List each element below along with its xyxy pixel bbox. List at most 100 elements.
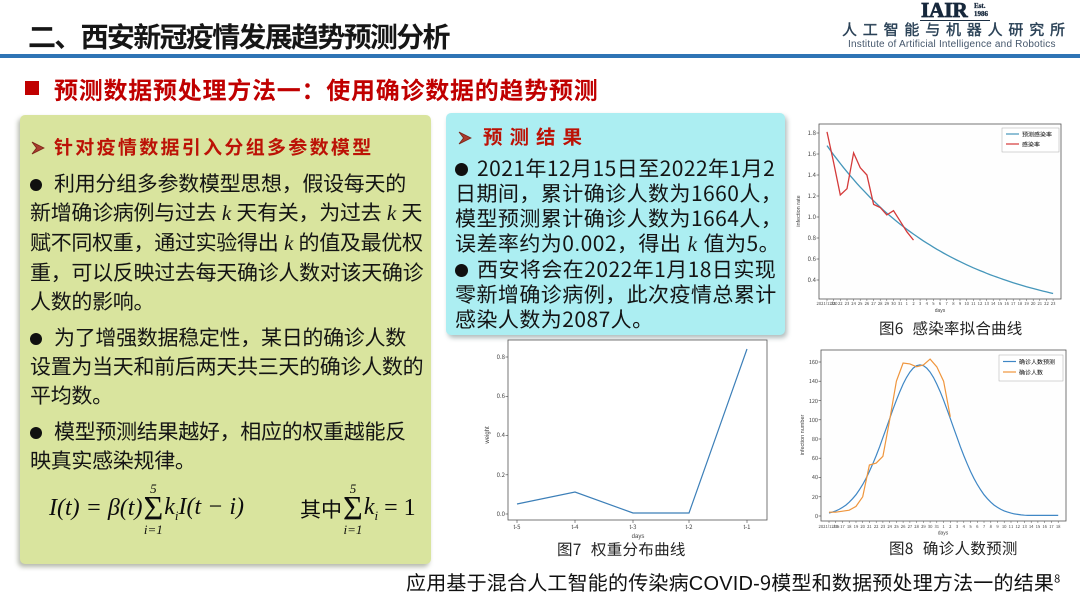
- svg-text:26: 26: [901, 524, 906, 530]
- svg-text:1: 1: [942, 524, 945, 530]
- svg-text:t-5: t-5: [514, 522, 521, 531]
- svg-text:2: 2: [912, 301, 915, 307]
- svg-text:0: 0: [815, 512, 818, 520]
- svg-text:40: 40: [812, 473, 818, 481]
- svg-text:22: 22: [874, 524, 879, 530]
- svg-text:7: 7: [983, 524, 986, 530]
- svg-text:days: days: [938, 530, 949, 537]
- svg-text:25: 25: [894, 524, 899, 530]
- svg-text:0.6: 0.6: [808, 254, 817, 263]
- svg-text:t-3: t-3: [630, 522, 637, 531]
- svg-text:9: 9: [959, 301, 962, 307]
- svg-text:1: 1: [906, 301, 909, 307]
- svg-text:0.8: 0.8: [497, 352, 506, 361]
- svg-text:2: 2: [949, 524, 952, 530]
- svg-text:14: 14: [991, 301, 996, 307]
- svg-text:21: 21: [867, 524, 872, 530]
- svg-text:24: 24: [887, 524, 892, 530]
- svg-text:20: 20: [860, 524, 865, 530]
- svg-text:9: 9: [996, 524, 999, 530]
- svg-text:12: 12: [1015, 524, 1020, 530]
- svg-text:29: 29: [884, 301, 889, 307]
- svg-text:31: 31: [934, 524, 939, 530]
- svg-text:120: 120: [809, 397, 818, 405]
- svg-text:20: 20: [1031, 301, 1036, 307]
- svg-text:t-4: t-4: [572, 522, 580, 531]
- svg-text:days: days: [632, 531, 645, 540]
- svg-text:1.2: 1.2: [808, 191, 817, 200]
- svg-text:3: 3: [956, 524, 959, 530]
- svg-text:23: 23: [881, 524, 886, 530]
- svg-text:27: 27: [908, 524, 913, 530]
- svg-text:3: 3: [919, 301, 922, 307]
- svg-text:12: 12: [978, 301, 983, 307]
- svg-text:100: 100: [809, 416, 818, 424]
- svg-text:27: 27: [871, 301, 876, 307]
- svg-text:13: 13: [984, 301, 989, 307]
- svg-text:18: 18: [1018, 301, 1023, 307]
- svg-text:2021/12/20: 2021/12/20: [817, 301, 839, 307]
- svg-text:18: 18: [847, 524, 852, 530]
- svg-text:60: 60: [812, 454, 818, 462]
- svg-text:18: 18: [1056, 524, 1061, 530]
- svg-text:0.0: 0.0: [497, 509, 506, 518]
- svg-text:22: 22: [1044, 301, 1049, 307]
- svg-text:infection rate: infection rate: [794, 195, 802, 227]
- svg-text:2021/12/15: 2021/12/15: [819, 524, 841, 530]
- svg-text:23: 23: [845, 301, 850, 307]
- svg-text:6: 6: [976, 524, 979, 530]
- svg-text:5: 5: [932, 301, 935, 307]
- svg-text:30: 30: [928, 524, 933, 530]
- svg-text:22: 22: [838, 301, 843, 307]
- svg-text:19: 19: [854, 524, 859, 530]
- svg-text:1.8: 1.8: [808, 128, 817, 137]
- svg-text:4: 4: [926, 301, 929, 307]
- svg-text:21: 21: [1037, 301, 1042, 307]
- svg-text:80: 80: [812, 435, 818, 443]
- svg-text:感染率: 感染率: [1022, 140, 1040, 149]
- svg-text:29: 29: [921, 524, 926, 530]
- svg-text:20: 20: [812, 493, 818, 501]
- svg-text:15: 15: [998, 301, 1003, 307]
- svg-text:0.6: 0.6: [497, 391, 506, 400]
- svg-text:11: 11: [1009, 524, 1014, 530]
- svg-text:17: 17: [1011, 301, 1016, 307]
- svg-text:31: 31: [898, 301, 903, 307]
- svg-text:16: 16: [1004, 301, 1009, 307]
- svg-text:21: 21: [831, 301, 836, 307]
- svg-text:7: 7: [946, 301, 949, 307]
- svg-text:t-1: t-1: [744, 522, 751, 531]
- svg-text:8: 8: [990, 524, 993, 530]
- svg-text:13: 13: [1022, 524, 1027, 530]
- svg-text:6: 6: [939, 301, 942, 307]
- svg-text:15: 15: [1036, 524, 1041, 530]
- svg-text:0.2: 0.2: [497, 470, 506, 479]
- svg-text:预测感染率: 预测感染率: [1022, 130, 1052, 139]
- svg-text:26: 26: [865, 301, 870, 307]
- svg-text:0.8: 0.8: [808, 233, 817, 242]
- svg-text:16: 16: [833, 524, 838, 530]
- svg-text:10: 10: [964, 301, 969, 307]
- svg-text:25: 25: [858, 301, 863, 307]
- svg-text:8: 8: [952, 301, 955, 307]
- svg-text:140: 140: [809, 377, 818, 385]
- svg-text:确诊人数: 确诊人数: [1019, 368, 1043, 377]
- svg-text:17: 17: [1049, 524, 1054, 530]
- svg-text:17: 17: [840, 524, 845, 530]
- svg-text:14: 14: [1029, 524, 1034, 530]
- svg-text:0.4: 0.4: [808, 275, 817, 284]
- svg-text:1.6: 1.6: [808, 149, 817, 158]
- svg-text:t-2: t-2: [686, 522, 694, 531]
- svg-text:16: 16: [1042, 524, 1047, 530]
- svg-text:160: 160: [809, 358, 818, 366]
- svg-text:weight: weight: [482, 426, 491, 445]
- svg-text:1.4: 1.4: [808, 170, 817, 179]
- svg-text:11: 11: [971, 301, 976, 307]
- svg-text:infection number: infection number: [798, 415, 806, 456]
- svg-text:23: 23: [1051, 301, 1056, 307]
- svg-text:确诊人数预测: 确诊人数预测: [1019, 357, 1055, 366]
- svg-text:0.4: 0.4: [497, 430, 506, 439]
- svg-text:5: 5: [969, 524, 972, 530]
- svg-text:10: 10: [1002, 524, 1007, 530]
- svg-text:30: 30: [891, 301, 896, 307]
